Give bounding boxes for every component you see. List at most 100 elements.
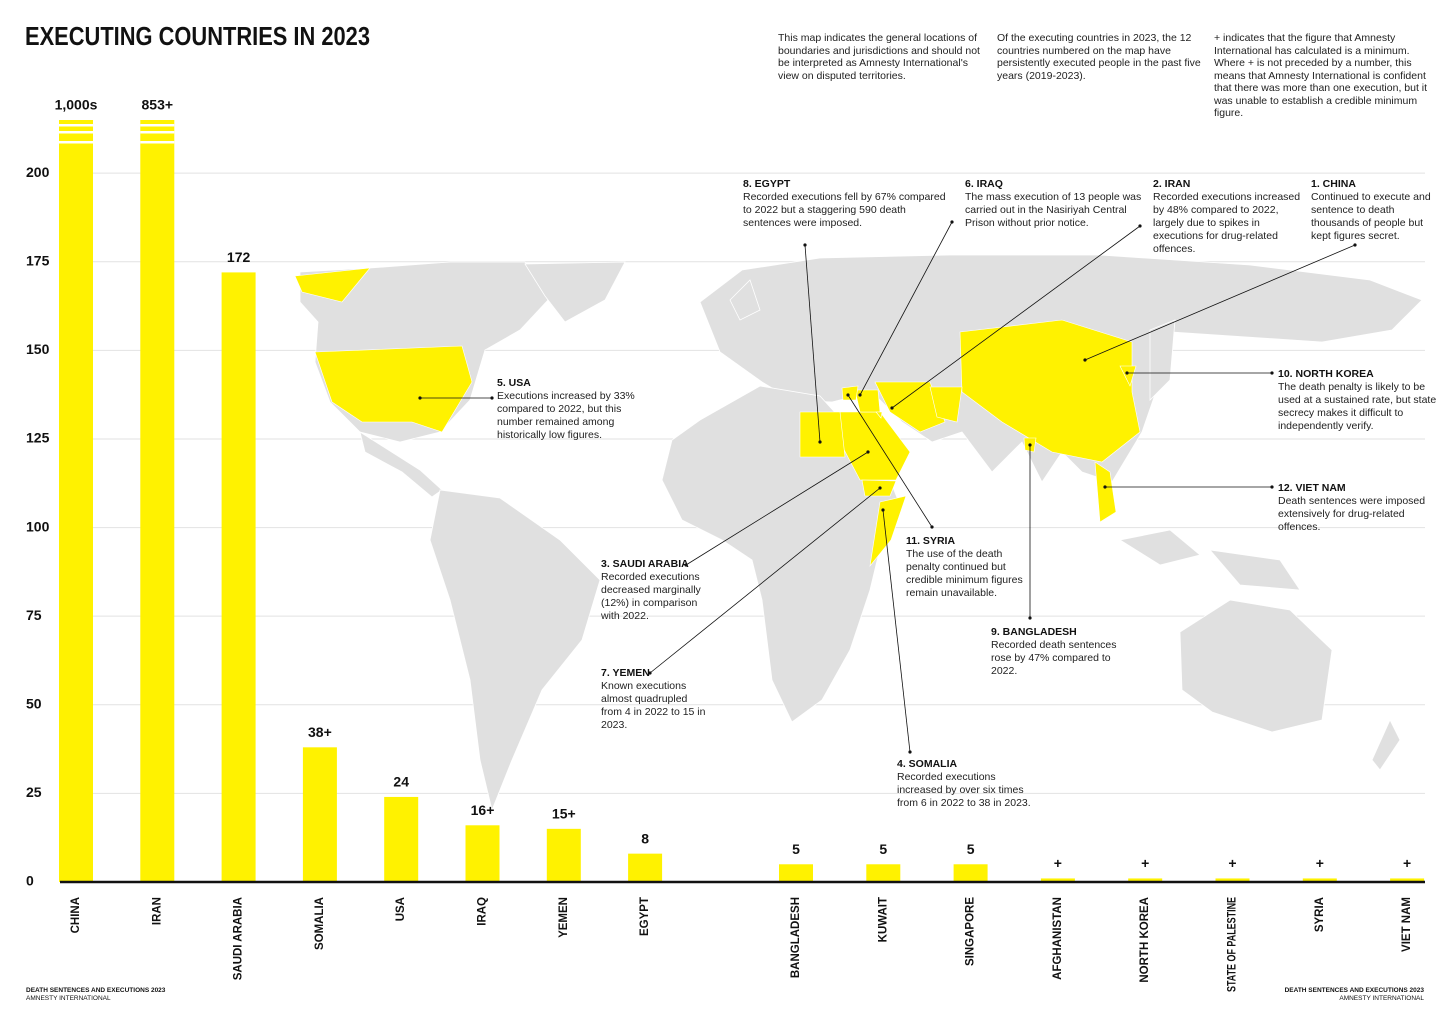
annotation-text: Recorded executions decreased marginally… xyxy=(601,571,701,622)
value-label: 172 xyxy=(227,249,251,265)
annotation-title: 6. IRAQ xyxy=(965,178,1003,190)
x-tick-label: KUWAIT xyxy=(877,897,889,942)
leader-dot xyxy=(1138,224,1142,228)
value-label: 5 xyxy=(792,841,800,857)
annotation: 12. VIET NAM Death sentences were imposed… xyxy=(1278,482,1428,534)
value-label: 24 xyxy=(393,774,409,790)
annotation-text: Death sentences were imposed extensively… xyxy=(1278,495,1426,533)
value-label: + xyxy=(1054,855,1062,871)
leader-dot xyxy=(1083,358,1087,362)
axis-break xyxy=(140,131,175,134)
value-label: + xyxy=(1403,855,1411,871)
central-america xyxy=(359,431,443,498)
bar xyxy=(546,828,581,882)
annotation-text: The mass execution of 13 people was carr… xyxy=(965,191,1142,229)
annotation-title: 3. SAUDI ARABIA xyxy=(601,558,689,570)
bars: 1,000s 853+ 172 38+ 24 16+ 15+ 8 5 5 5 + + + + + xyxy=(55,97,1425,882)
bar xyxy=(1215,878,1250,882)
annotation: 1. CHINA Continued to execute and sentenc… xyxy=(1311,178,1436,243)
leader-line xyxy=(804,244,821,443)
annotation-text: The use of the death penalty continued b… xyxy=(906,548,1023,599)
leader-dot xyxy=(1125,371,1129,375)
annotation-text: Executions increased by 33% compared to … xyxy=(497,390,635,441)
leader-lines xyxy=(418,220,1357,754)
value-label: + xyxy=(1141,855,1149,871)
annotation-text: Known executions almost quadrupled from … xyxy=(601,680,706,731)
leader-dot xyxy=(490,396,494,400)
map-note: This map indicates the general locations… xyxy=(778,32,980,82)
value-label: 8 xyxy=(641,830,649,846)
leader-line xyxy=(891,225,1141,409)
leader-line xyxy=(649,487,881,674)
x-tick-label: SINGAPORE xyxy=(965,897,977,966)
bar xyxy=(779,864,813,882)
annotation: 6. IRAQ The mass execution of 13 people w… xyxy=(965,178,1145,230)
value-label: 16+ xyxy=(471,802,495,818)
leader-dot xyxy=(684,563,688,567)
islands xyxy=(729,279,1301,591)
y-tick-label: 50 xyxy=(26,695,42,711)
value-label: 853+ xyxy=(142,97,174,113)
x-tick-label: BANGLADESH xyxy=(790,897,802,978)
kuwait xyxy=(875,411,883,419)
map-note: + indicates that the figure that Amnesty… xyxy=(1214,32,1428,119)
bar xyxy=(384,796,419,882)
leader-dot xyxy=(930,525,934,529)
y-tick-label: 150 xyxy=(26,341,50,357)
chart-title: EXECUTING COUNTRIES IN 2023 xyxy=(25,21,370,51)
leader-dot xyxy=(950,220,954,224)
y-tick-label: 25 xyxy=(26,784,42,800)
footer: DEATH SENTENCES AND EXECUTIONS 2023 AMNES… xyxy=(1285,987,1424,1003)
bar xyxy=(866,864,901,882)
x-tick-label: IRAN xyxy=(151,897,163,925)
annotation-text: Continued to execute and sentence to dea… xyxy=(1311,191,1431,242)
annotation: 5. USA Executions increased by 33% compar… xyxy=(497,377,642,442)
annotation: 9. BANGLADESH Recorded death sentences ro… xyxy=(991,626,1121,678)
new-zealand xyxy=(1371,719,1401,771)
footer-subtitle: AMNESTY INTERNATIONAL xyxy=(26,995,111,1002)
y-tick-label: 100 xyxy=(26,518,50,534)
footer: DEATH SENTENCES AND EXECUTIONS 2023 AMNES… xyxy=(26,987,165,1003)
iran xyxy=(874,381,946,433)
annotation-text: The death penalty is likely to be used a… xyxy=(1278,381,1437,432)
axis-break xyxy=(59,131,93,134)
leader-dot xyxy=(818,440,822,444)
x-tick-label: AFGHANISTAN xyxy=(1052,897,1064,980)
annotation-title: 8. EGYPT xyxy=(743,178,791,190)
world-map xyxy=(294,254,1423,812)
leader-dot xyxy=(1028,443,1032,447)
annotation: 8. EGYPT Recorded executions fell by 67% … xyxy=(743,178,948,230)
x-tick-label: VIET NAM xyxy=(1401,897,1413,952)
annotation: 4. SOMALIA Recorded executions increased … xyxy=(897,758,1037,810)
footer-title: DEATH SENTENCES AND EXECUTIONS 2023 xyxy=(1284,987,1424,994)
x-tick-label: STATE OF PALESTINE xyxy=(1227,897,1239,992)
axis-break xyxy=(140,124,175,127)
axis-break xyxy=(140,141,175,144)
annotation: 10. NORTH KOREA The death penalty is like… xyxy=(1278,368,1438,433)
leader-line xyxy=(859,221,953,396)
leader-dot xyxy=(908,750,912,754)
y-tick-label: 75 xyxy=(26,607,42,623)
value-label: + xyxy=(1316,855,1324,871)
bar xyxy=(140,120,175,882)
annotation-text: Recorded death sentences rose by 47% com… xyxy=(991,639,1117,677)
annotation-title: 1. CHINA xyxy=(1311,178,1356,190)
bar xyxy=(628,853,663,882)
map-note: Of the executing countries in 2023, the … xyxy=(997,32,1201,82)
leader-line xyxy=(1084,244,1356,361)
x-tick-label: CHINA xyxy=(70,897,82,933)
bar xyxy=(302,747,337,882)
annotation-text: Recorded executions fell by 67% compared… xyxy=(743,191,946,229)
syria xyxy=(841,385,859,401)
annotation: 2. IRAN Recorded executions increased by … xyxy=(1153,178,1303,256)
y-tick-label: 175 xyxy=(26,252,50,268)
alaska xyxy=(294,267,371,303)
viet-nam xyxy=(1094,461,1117,523)
annotation: 11. SYRIA The use of the death penalty co… xyxy=(906,535,1026,600)
annotation-title: 5. USA xyxy=(497,377,531,389)
leader-dot xyxy=(846,393,850,397)
leader-dot xyxy=(881,508,885,512)
y-tick-label: 200 xyxy=(26,164,50,180)
